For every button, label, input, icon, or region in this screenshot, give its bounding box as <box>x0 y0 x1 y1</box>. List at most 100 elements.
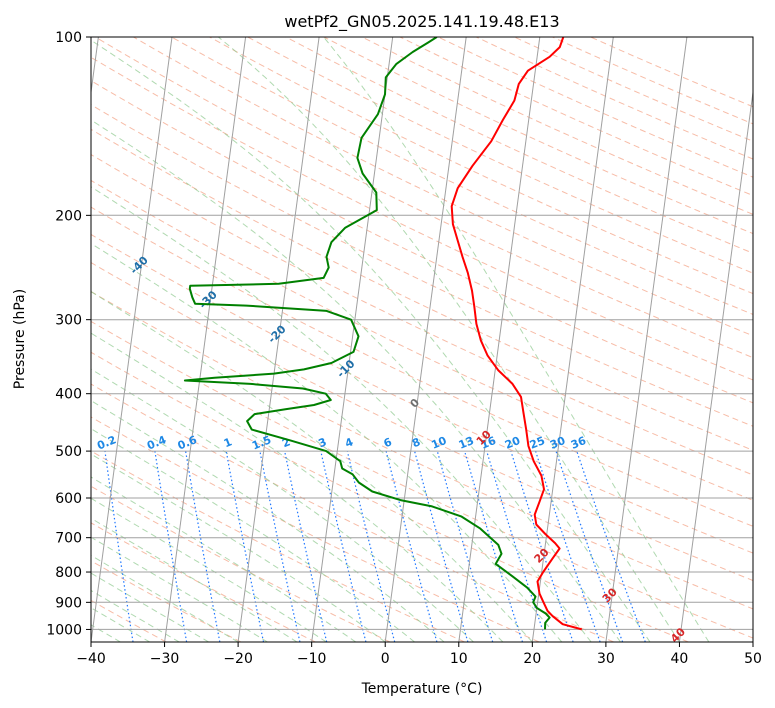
isotherm <box>384 37 467 642</box>
mixing-ratio-line <box>104 451 134 642</box>
moist-adiabat <box>91 517 298 642</box>
isotherm <box>605 37 688 642</box>
y-tick-label: 400 <box>55 387 82 403</box>
moist-adiabat <box>91 572 209 642</box>
iso-labels: 0.10.20.40.611.52346810131620253036-100-… <box>0 184 688 642</box>
mixing-ratio-label: 36 <box>569 434 588 452</box>
mixing-ratio-line <box>385 450 438 642</box>
moist-adiabat <box>91 428 415 642</box>
mixing-ratio-line <box>510 450 574 642</box>
dry-adiabat <box>91 233 753 554</box>
isotherm-label: -40 <box>128 253 151 276</box>
mixing-ratio-label: 4 <box>343 435 355 450</box>
moist-adiabat <box>91 536 268 642</box>
x-tick-label: −20 <box>223 651 253 667</box>
mixing-ratio-line <box>576 450 646 642</box>
x-tick-label: −40 <box>76 651 106 667</box>
mixing-ratio-line <box>346 450 396 642</box>
y-tick-label: 600 <box>55 491 82 507</box>
moist-adiabat <box>217 37 680 642</box>
isotherm <box>678 88 753 642</box>
mixing-ratio-label: 8 <box>410 435 422 450</box>
dry-adiabat <box>476 37 753 160</box>
mixing-ratio-label: 1 <box>222 435 234 450</box>
mixing-ratio-line <box>535 450 601 642</box>
dry-adiabat <box>285 37 753 254</box>
mixing-ratio-line <box>464 450 524 642</box>
chart-title: wetPf2_GN05.2025.141.19.48.E13 <box>284 12 559 32</box>
moist-adiabat <box>91 400 445 642</box>
mixing-ratio-line <box>555 450 624 642</box>
isotherm-label: -20 <box>265 322 288 345</box>
dry-adiabat <box>91 320 753 639</box>
sounding-series <box>183 37 583 631</box>
isotherm <box>91 37 99 97</box>
moist-adiabat <box>91 368 474 642</box>
isotherm <box>311 37 394 642</box>
y-tick-label: 500 <box>55 444 82 460</box>
mixing-ratio-label: 13 <box>457 434 476 452</box>
x-tick-label: 20 <box>523 651 541 667</box>
x-tick-label: 50 <box>744 651 762 667</box>
y-tick-label: 700 <box>55 531 82 547</box>
mixing-ratio-label: 6 <box>382 435 394 450</box>
isotherm-label: -60 <box>0 184 13 207</box>
dry-adiabat <box>91 179 753 501</box>
dry-adiabat <box>209 37 753 295</box>
moist-adiabat <box>91 332 504 642</box>
x-tick-label: 40 <box>671 651 689 667</box>
y-axis-label: Pressure (hPa) <box>12 289 28 389</box>
moist-adiabat <box>91 186 592 642</box>
mixing-ratio-line <box>320 450 367 642</box>
mixing-ratio-lines <box>104 450 646 642</box>
dry-adiabat <box>91 351 689 642</box>
dry-adiabat <box>437 37 753 178</box>
x-tick-label: 30 <box>597 651 615 667</box>
y-tick-label: 200 <box>55 208 82 224</box>
mixing-ratio-label: 0.6 <box>176 433 199 452</box>
x-tick-label: −30 <box>150 651 180 667</box>
dry-adiabat <box>91 450 465 642</box>
isotherm-label: -30 <box>197 288 220 311</box>
y-tick-label: 300 <box>55 313 82 329</box>
y-tick-label: 1000 <box>46 622 82 638</box>
y-axis: 100 200 300 400 500 600 700 800 900 1000 <box>46 30 91 638</box>
dry-adiabat <box>91 485 391 642</box>
moist-adiabat <box>91 476 357 642</box>
dry-adiabat <box>91 80 753 404</box>
mixing-ratio-label: 16 <box>479 434 498 452</box>
dry-adiabat <box>91 128 753 451</box>
temperature-line <box>450 37 583 631</box>
plot-area: 0.10.20.40.611.52346810131620253036-100-… <box>0 37 753 642</box>
pressure-gridlines <box>91 37 753 630</box>
dry-adiabat <box>323 37 753 235</box>
dry-adiabat <box>91 262 753 582</box>
mixing-ratio-line <box>486 450 548 642</box>
dry-adiabat <box>361 37 753 215</box>
mixing-ratio-line <box>185 450 221 642</box>
x-tick-label: 0 <box>381 651 390 667</box>
isotherms <box>91 37 753 642</box>
plot-frame <box>90 36 754 643</box>
moist-adiabat <box>91 39 651 642</box>
mixing-ratio-label: 30 <box>548 434 567 452</box>
dry-adiabat <box>91 383 614 642</box>
mixing-ratio-label: 25 <box>528 434 547 452</box>
dry-adiabat <box>171 37 753 315</box>
mixing-ratio-label: 3 <box>317 435 329 450</box>
x-tick-label: 10 <box>450 651 468 667</box>
dry-adiabat <box>247 37 753 274</box>
moist-adiabat <box>91 291 533 642</box>
dry-adiabat <box>91 291 753 610</box>
isotherm <box>458 37 541 642</box>
mixing-ratio-line <box>414 450 469 642</box>
isotherm <box>164 37 247 642</box>
mixing-ratio-label: 10 <box>429 434 448 452</box>
x-axis-label: Temperature (°C) <box>361 681 483 697</box>
y-tick-label: 900 <box>55 595 82 611</box>
isotherm <box>752 638 753 642</box>
dry-adiabat <box>91 104 753 427</box>
dry-adiabat <box>95 37 753 359</box>
mixing-ratio-line <box>259 450 301 642</box>
